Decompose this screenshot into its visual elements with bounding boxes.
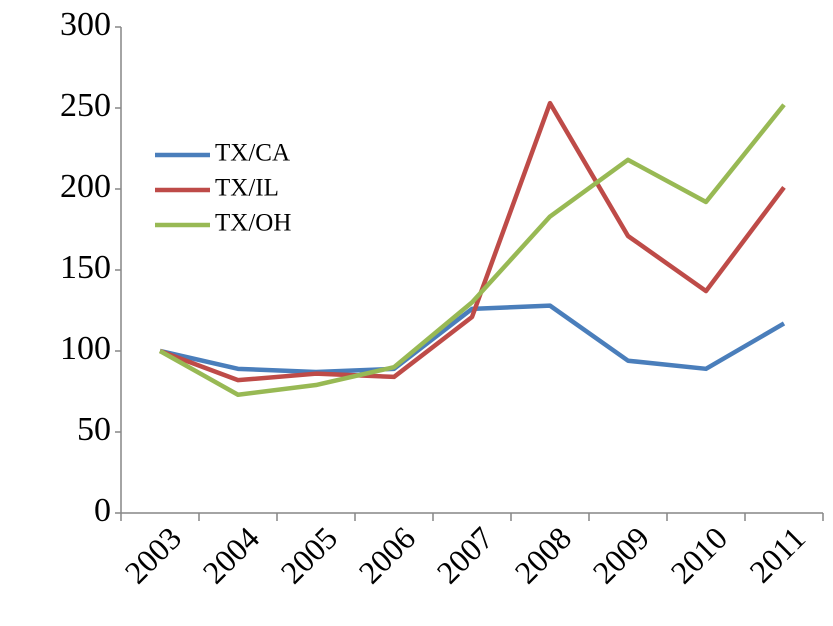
x-tick-label: 2011 [742,520,812,590]
y-tick-label: 50 [77,411,111,448]
y-tick-label: 300 [60,6,111,43]
x-tick-label: 2006 [351,520,422,591]
x-tick-label: 2004 [195,520,266,591]
y-tick-label: 250 [60,87,111,124]
x-tick-label: 2005 [273,520,344,591]
line-series [158,103,786,397]
legend-label: TX/OH [215,210,291,237]
y-tick-label: 100 [60,330,111,367]
x-tick-label: 2003 [117,520,188,591]
legend-label: TX/IL [215,175,279,202]
y-tick-label: 150 [60,249,111,286]
x-tick-label: 2008 [507,520,578,591]
x-tick-label: 2007 [429,520,500,591]
y-tick-label: 0 [94,492,111,529]
legend-label: TX/CA [215,140,290,167]
y-tick-label: 200 [60,168,111,205]
x-tick-label: 2010 [663,520,734,591]
line-series [159,303,786,375]
x-tick-label: 2009 [585,520,656,591]
line-series [159,100,786,383]
